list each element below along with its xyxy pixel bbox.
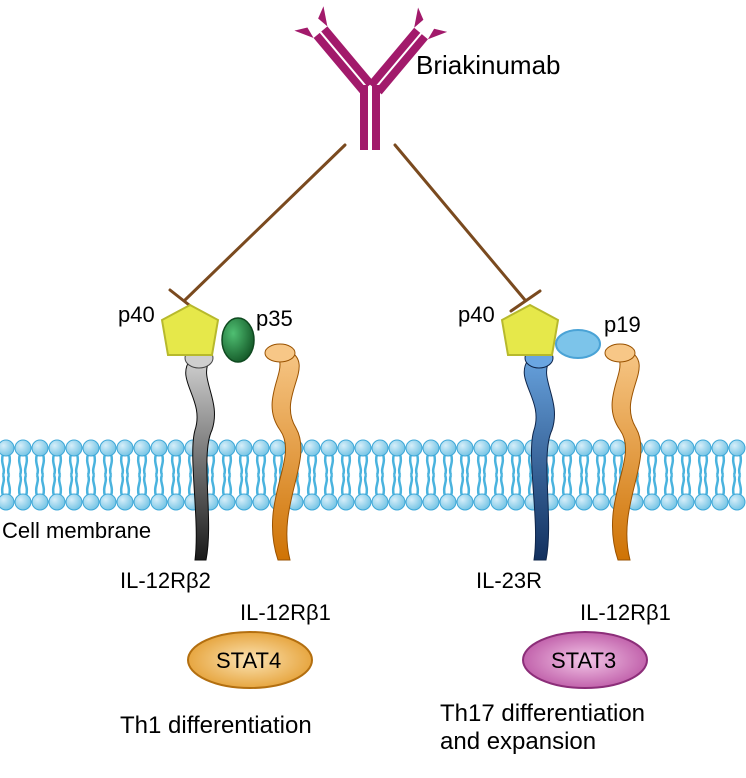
antibody-label: Briakinumab xyxy=(416,50,561,81)
subunit-p35 xyxy=(222,318,254,362)
p40-left-label: p40 xyxy=(118,302,155,328)
il23r-label: IL-23R xyxy=(476,568,542,594)
cell-membrane-label: Cell membrane xyxy=(2,518,151,544)
stat4-label: STAT4 xyxy=(216,648,281,674)
inhibition-lines xyxy=(170,145,540,312)
outcome-th1: Th1 differentiation xyxy=(120,712,312,740)
outcome-th17-line2: and expansion xyxy=(440,728,596,756)
il12rb2-label: IL-12Rβ2 xyxy=(120,568,211,594)
subunit-p19 xyxy=(556,330,600,358)
diagram-stage: Briakinumab p40 p35 p40 p19 Cell membran… xyxy=(0,0,746,778)
cell-membrane xyxy=(0,0,746,778)
il12rb1-left-label: IL-12Rβ1 xyxy=(240,600,331,626)
p35-label: p35 xyxy=(256,306,293,332)
il12rb1-right-label: IL-12Rβ1 xyxy=(580,600,671,626)
stat3-label: STAT3 xyxy=(551,648,616,674)
p19-label: p19 xyxy=(604,312,641,338)
subunit-p40-right xyxy=(502,305,558,355)
subunit-p40-left xyxy=(162,305,218,355)
p40-right-label: p40 xyxy=(458,302,495,328)
outcome-th17-line1: Th17 differentiation xyxy=(440,700,645,728)
